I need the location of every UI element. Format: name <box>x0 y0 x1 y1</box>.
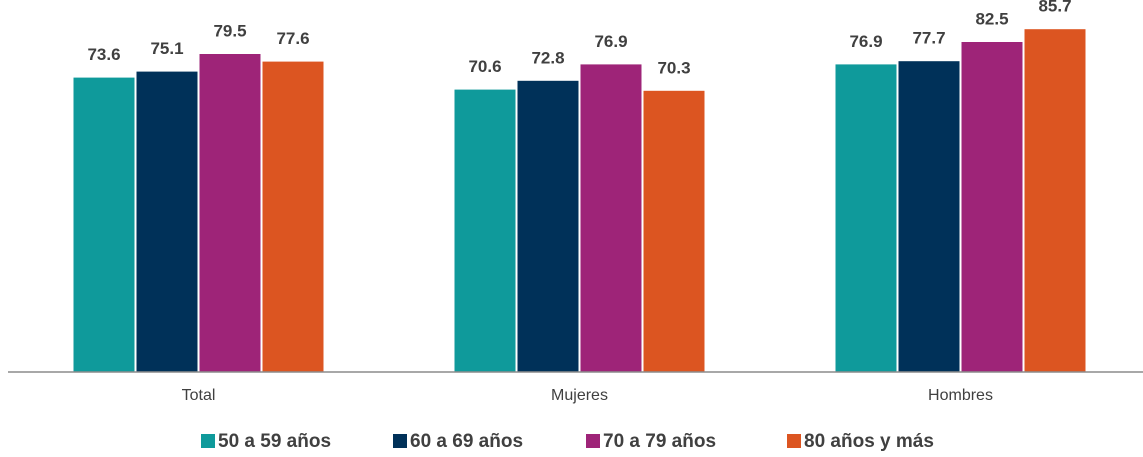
bar <box>580 64 642 373</box>
x-tick-label: Total <box>182 387 216 404</box>
data-label: 70.6 <box>468 57 501 76</box>
data-label: 76.9 <box>849 32 882 51</box>
bar <box>517 80 579 373</box>
data-label: 77.6 <box>276 29 309 48</box>
data-label: 77.7 <box>912 29 945 48</box>
bar <box>136 71 198 372</box>
data-label: 85.7 <box>1038 0 1071 16</box>
bar <box>262 61 324 372</box>
legend-label: 50 a 59 años <box>218 431 331 452</box>
legend-swatch <box>586 434 600 448</box>
data-label: 76.9 <box>594 32 627 51</box>
data-label: 82.5 <box>975 9 1008 28</box>
bar <box>454 89 516 372</box>
x-tick-label: Mujeres <box>551 387 608 404</box>
legend-swatch <box>393 434 407 448</box>
data-label: 73.6 <box>87 45 120 64</box>
bar <box>961 42 1023 372</box>
legend-swatch <box>787 434 801 448</box>
bar <box>898 61 960 372</box>
data-label: 70.3 <box>657 58 690 77</box>
legend-label: 80 años y más <box>804 431 934 452</box>
data-label: 75.1 <box>150 39 183 58</box>
legend-label: 70 a 79 años <box>603 431 716 452</box>
bar <box>643 90 705 373</box>
legend-label: 60 a 69 años <box>410 431 523 452</box>
data-label: 72.8 <box>531 48 564 67</box>
bar <box>73 77 135 372</box>
legend-swatch <box>201 434 215 448</box>
data-label: 79.5 <box>213 21 246 40</box>
bar <box>1024 29 1086 372</box>
bar <box>835 64 897 373</box>
x-tick-label: Hombres <box>928 387 993 404</box>
bar <box>199 54 261 372</box>
